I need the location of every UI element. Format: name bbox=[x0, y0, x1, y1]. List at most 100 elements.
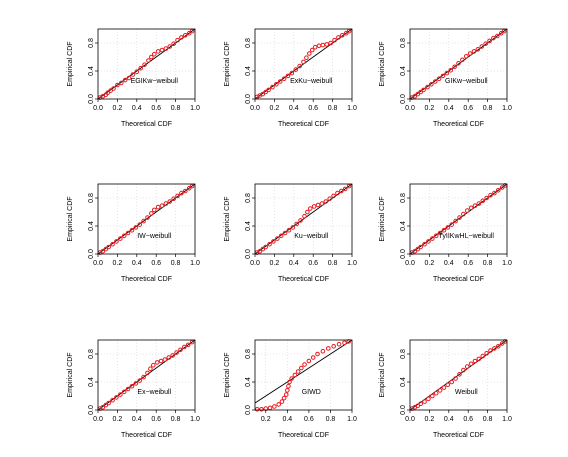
x-tick-label: 0.6 bbox=[304, 416, 314, 423]
x-tick-label: 0.6 bbox=[308, 260, 318, 267]
data-point bbox=[159, 203, 165, 208]
data-point bbox=[479, 44, 485, 49]
data-point bbox=[298, 218, 303, 223]
data-point bbox=[472, 358, 478, 364]
x-tick-label: 0.8 bbox=[171, 105, 181, 112]
data-point bbox=[263, 244, 268, 250]
x-tick-label: 0.0 bbox=[250, 105, 260, 112]
y-tick-label: 0.0 bbox=[245, 94, 252, 104]
data-point bbox=[325, 346, 331, 351]
x-tick-label: 0.8 bbox=[328, 260, 338, 267]
data-point bbox=[289, 376, 294, 381]
panel-label: EGIKw−weibull bbox=[131, 78, 179, 85]
data-point bbox=[495, 33, 500, 39]
data-point bbox=[254, 407, 260, 412]
data-point bbox=[276, 402, 282, 407]
data-point bbox=[125, 386, 131, 392]
data-point bbox=[483, 41, 488, 47]
x-tick-label: 0.2 bbox=[113, 105, 123, 112]
data-point bbox=[476, 356, 482, 362]
x-tick-label: 0.8 bbox=[483, 105, 493, 112]
y-axis-label: Empirical CDF bbox=[379, 41, 386, 86]
data-point bbox=[185, 342, 191, 348]
data-point bbox=[287, 379, 292, 385]
x-axis-label: Theoretical CDF bbox=[433, 276, 484, 283]
plot-frame bbox=[254, 183, 353, 255]
data-point bbox=[457, 372, 462, 377]
data-point bbox=[257, 248, 263, 254]
data-point bbox=[126, 75, 132, 81]
data-point bbox=[461, 211, 466, 217]
data-point bbox=[279, 399, 285, 404]
y-tick-label: 0.4 bbox=[88, 66, 95, 76]
data-point bbox=[270, 84, 275, 90]
data-point bbox=[327, 196, 332, 201]
data-point bbox=[155, 49, 161, 54]
data-point bbox=[166, 355, 172, 360]
data-point bbox=[484, 195, 489, 201]
y-tick-label: 0.8 bbox=[400, 349, 407, 359]
y-tick-label: 0.0 bbox=[400, 405, 407, 415]
panel-label: GIWD bbox=[302, 389, 321, 396]
data-point bbox=[320, 348, 326, 354]
data-point bbox=[167, 44, 173, 49]
data-point bbox=[335, 190, 340, 196]
data-point bbox=[167, 199, 173, 204]
data-point bbox=[162, 357, 168, 362]
data-point bbox=[448, 68, 454, 73]
cdf-panel-6: 0.0 0.2 0.4 0.6 0.8 1.0 0.0 0.4 0.8 Theoretical C… bbox=[379, 183, 512, 283]
x-tick-label: 0.0 bbox=[405, 416, 415, 423]
plot-frame bbox=[409, 183, 508, 255]
data-point bbox=[415, 246, 421, 252]
data-point bbox=[433, 233, 439, 239]
data-point bbox=[307, 206, 313, 211]
x-tick-label: 1.0 bbox=[190, 416, 200, 423]
data-point bbox=[445, 382, 451, 388]
y-tick-label: 0.0 bbox=[88, 405, 95, 415]
x-tick-label: 0.2 bbox=[113, 416, 123, 423]
data-point bbox=[471, 49, 477, 54]
data-point bbox=[260, 91, 266, 97]
data-point bbox=[480, 353, 486, 359]
cdf-panel-8: 0.2 0.4 0.6 0.8 1.0 0.0 0.4 0.8 Theoretical CDF E… bbox=[224, 339, 357, 439]
data-point bbox=[315, 351, 320, 357]
data-point bbox=[155, 204, 161, 210]
y-tick-label: 0.0 bbox=[400, 94, 407, 104]
data-point bbox=[183, 188, 188, 194]
data-point bbox=[278, 233, 284, 239]
y-tick-label: 0.0 bbox=[245, 405, 252, 415]
x-tick-label: 0.2 bbox=[270, 260, 280, 267]
data-point bbox=[323, 199, 329, 204]
y-tick-label: 0.0 bbox=[88, 249, 95, 259]
plot-frame bbox=[254, 28, 353, 100]
x-tick-label: 0.6 bbox=[151, 105, 161, 112]
data-point bbox=[324, 42, 330, 47]
data-point bbox=[491, 35, 496, 41]
x-axis-label: Theoretical CDF bbox=[278, 121, 329, 128]
data-point bbox=[440, 73, 446, 79]
data-point bbox=[499, 185, 505, 190]
data-point bbox=[130, 72, 136, 77]
data-point bbox=[297, 63, 302, 69]
x-tick-label: 1.0 bbox=[347, 416, 357, 423]
data-point bbox=[484, 351, 489, 356]
data-point bbox=[121, 233, 127, 239]
data-point bbox=[100, 404, 106, 410]
data-point bbox=[275, 236, 280, 241]
data-point bbox=[422, 399, 427, 404]
data-point bbox=[488, 348, 493, 353]
data-point bbox=[472, 203, 478, 208]
data-point bbox=[290, 225, 296, 230]
data-point bbox=[151, 51, 157, 57]
data-point bbox=[294, 221, 300, 227]
x-axis-label: Theoretical CDF bbox=[121, 121, 172, 128]
data-point bbox=[336, 35, 341, 40]
data-point bbox=[285, 388, 290, 393]
data-point bbox=[304, 55, 309, 61]
reference-line bbox=[409, 339, 508, 411]
y-tick-label: 0.0 bbox=[245, 249, 252, 259]
y-tick-label: 0.0 bbox=[400, 249, 407, 259]
data-point bbox=[125, 230, 131, 236]
data-point bbox=[426, 239, 431, 244]
data-point bbox=[148, 366, 153, 372]
